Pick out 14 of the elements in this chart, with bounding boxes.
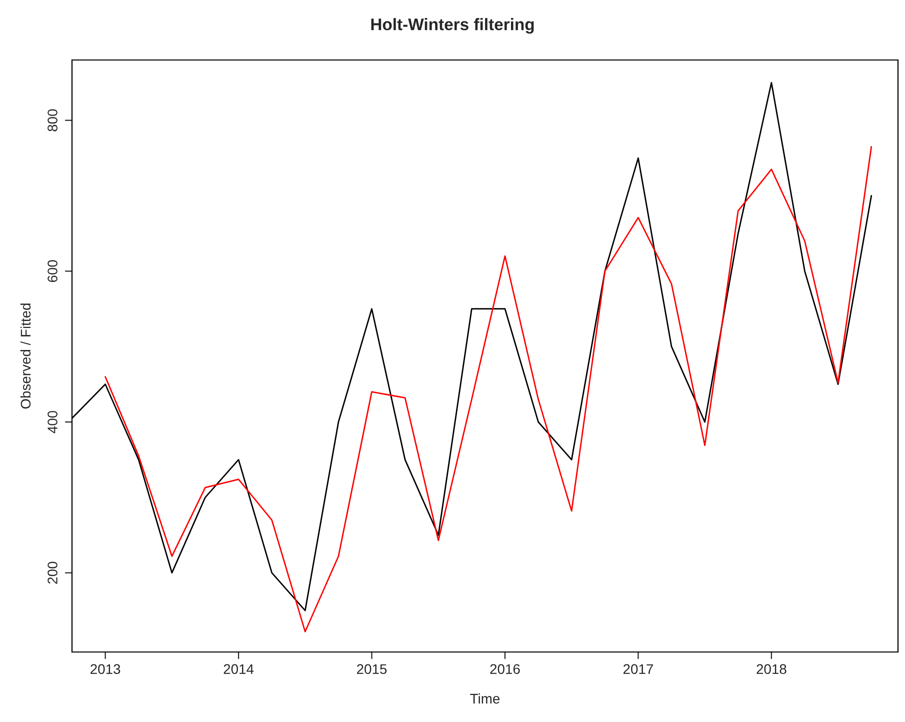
y-axis-title: Observed / Fitted xyxy=(20,304,31,409)
x-tick-label: 2018 xyxy=(756,664,786,674)
y-tick-label: 400 xyxy=(48,410,58,434)
x-axis-title: Time xyxy=(470,693,500,704)
y-tick-label: 200 xyxy=(48,562,58,584)
x-tick-label: 2013 xyxy=(90,664,120,674)
y-tick-label: 600 xyxy=(48,260,58,282)
x-tick-label: 2017 xyxy=(623,664,653,674)
chart-title: Holt-Winters filtering xyxy=(371,18,534,34)
x-tick-label: 2015 xyxy=(357,664,387,674)
y-tick-label: 800 xyxy=(48,109,58,132)
line-series xyxy=(104,146,872,632)
x-tick-label: 2014 xyxy=(224,664,254,674)
x-tick-label: 2016 xyxy=(490,664,520,674)
